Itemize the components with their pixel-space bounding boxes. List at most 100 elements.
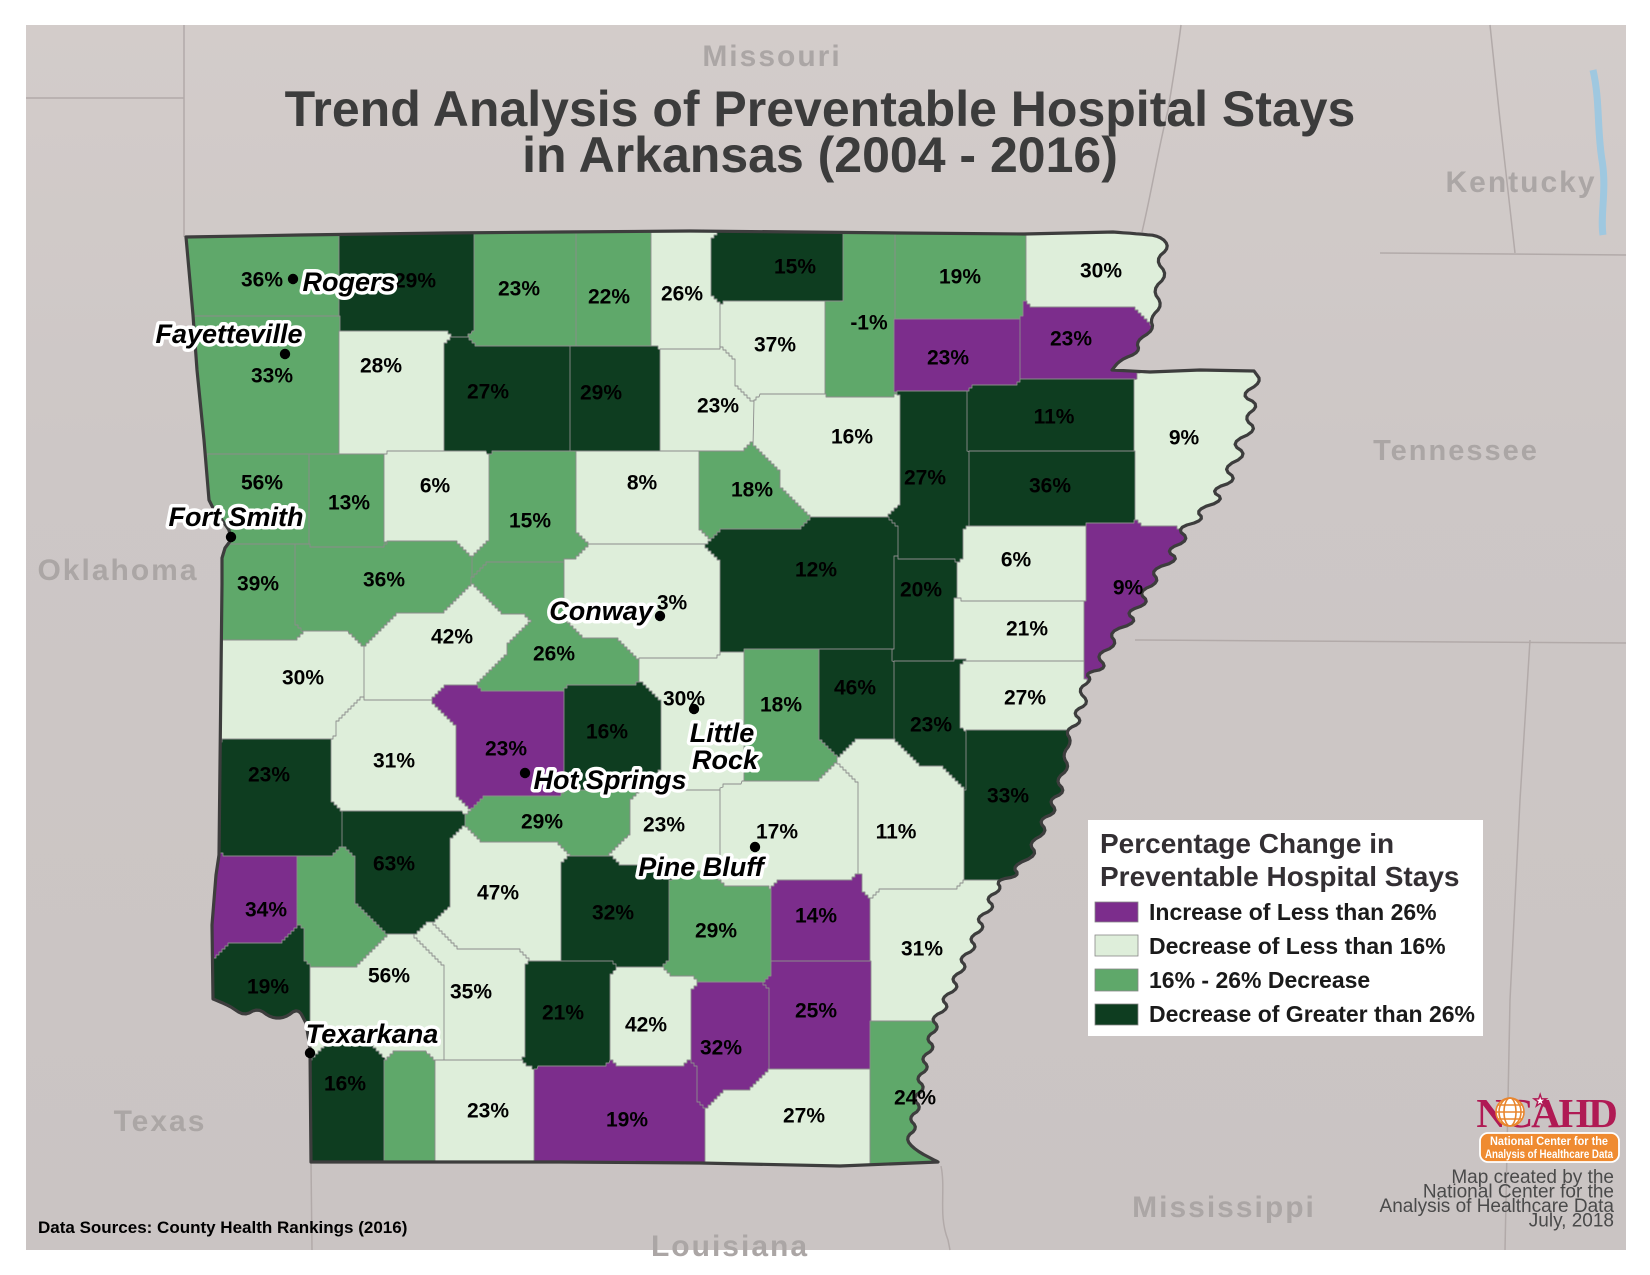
svg-text:63%: 63% <box>373 853 415 876</box>
svg-text:Increase of Less than 26%: Increase of Less than 26% <box>1149 899 1437 925</box>
svg-text:23%: 23% <box>467 1100 509 1123</box>
svg-text:23%: 23% <box>248 764 290 787</box>
svg-text:Percentage Change in: Percentage Change in <box>1100 828 1394 859</box>
svg-text:3%: 3% <box>657 592 688 615</box>
svg-text:32%: 32% <box>700 1037 742 1060</box>
svg-text:30%: 30% <box>282 667 324 690</box>
svg-text:46%: 46% <box>834 677 876 700</box>
svg-text:35%: 35% <box>450 981 492 1004</box>
svg-text:★: ★ <box>1533 1093 1548 1110</box>
svg-text:9%: 9% <box>1169 427 1200 450</box>
svg-text:29%: 29% <box>394 270 436 293</box>
svg-text:14%: 14% <box>795 905 837 928</box>
svg-text:56%: 56% <box>241 472 283 495</box>
svg-text:Decrease of Less than 16%: Decrease of Less than 16% <box>1149 933 1446 959</box>
svg-text:42%: 42% <box>431 626 473 649</box>
svg-text:13%: 13% <box>328 492 370 515</box>
svg-text:20%: 20% <box>900 579 942 602</box>
svg-text:36%: 36% <box>1029 475 1071 498</box>
svg-text:29%: 29% <box>695 920 737 943</box>
svg-text:Rogers: Rogers <box>302 267 395 297</box>
svg-text:Rock: Rock <box>692 745 760 775</box>
svg-text:27%: 27% <box>1004 687 1046 710</box>
svg-text:-1%: -1% <box>850 312 888 335</box>
svg-text:Louisiana: Louisiana <box>651 1230 809 1263</box>
svg-text:26%: 26% <box>533 643 575 666</box>
svg-text:National Center for the: National Center for the <box>1490 1136 1608 1148</box>
svg-text:Texarkana: Texarkana <box>306 1019 439 1049</box>
svg-text:39%: 39% <box>237 573 279 596</box>
svg-text:16%: 16% <box>324 1073 366 1096</box>
svg-text:Preventable Hospital Stays: Preventable Hospital Stays <box>1100 861 1459 892</box>
svg-text:30%: 30% <box>1080 260 1122 283</box>
svg-text:26%: 26% <box>661 283 703 306</box>
svg-text:Hot Springs: Hot Springs <box>534 765 687 795</box>
svg-text:9%: 9% <box>1113 577 1144 600</box>
svg-text:19%: 19% <box>606 1109 648 1132</box>
svg-text:23%: 23% <box>643 814 685 837</box>
svg-text:Mississippi: Mississippi <box>1132 1191 1316 1224</box>
svg-text:23%: 23% <box>910 714 952 737</box>
svg-text:8%: 8% <box>627 472 658 495</box>
svg-text:Little: Little <box>690 718 755 748</box>
svg-text:28%: 28% <box>360 355 402 378</box>
svg-text:23%: 23% <box>927 347 969 370</box>
svg-text:16%: 16% <box>831 426 873 449</box>
svg-text:Fayetteville: Fayetteville <box>155 319 302 349</box>
svg-text:Fort Smith: Fort Smith <box>169 502 304 532</box>
svg-text:11%: 11% <box>876 821 917 844</box>
svg-text:34%: 34% <box>245 899 287 922</box>
svg-text:23%: 23% <box>498 278 540 301</box>
svg-text:Conway: Conway <box>549 596 655 626</box>
svg-text:in Arkansas (2004 - 2016): in Arkansas (2004 - 2016) <box>522 127 1118 183</box>
svg-text:42%: 42% <box>625 1014 667 1037</box>
svg-text:37%: 37% <box>754 334 796 357</box>
svg-text:15%: 15% <box>774 256 816 279</box>
svg-text:18%: 18% <box>731 479 773 502</box>
svg-text:16%: 16% <box>586 721 628 744</box>
svg-text:Trend Analysis of Preventable: Trend Analysis of Preventable Hospital S… <box>285 81 1356 137</box>
svg-text:31%: 31% <box>901 938 943 961</box>
svg-text:23%: 23% <box>697 395 739 418</box>
svg-text:27%: 27% <box>904 467 946 490</box>
svg-text:32%: 32% <box>592 902 634 925</box>
svg-text:Texas: Texas <box>114 1105 207 1138</box>
svg-text:Missouri: Missouri <box>702 40 841 73</box>
svg-text:23%: 23% <box>485 738 527 761</box>
svg-text:15%: 15% <box>509 510 551 533</box>
svg-text:19%: 19% <box>939 266 981 289</box>
svg-text:30%: 30% <box>663 688 705 711</box>
svg-text:24%: 24% <box>894 1087 936 1110</box>
svg-text:33%: 33% <box>251 365 293 388</box>
svg-text:27%: 27% <box>467 381 509 404</box>
svg-text:11%: 11% <box>1034 406 1075 429</box>
svg-text:July, 2018: July, 2018 <box>1529 1211 1614 1232</box>
svg-text:Analysis of Healthcare Data: Analysis of Healthcare Data <box>1485 1149 1614 1161</box>
svg-text:Kentucky: Kentucky <box>1445 166 1596 199</box>
svg-text:6%: 6% <box>1001 549 1032 572</box>
svg-text:22%: 22% <box>588 286 630 309</box>
svg-text:27%: 27% <box>783 1105 825 1128</box>
svg-text:Tennessee: Tennessee <box>1373 435 1539 467</box>
svg-text:Map created by the: Map created by the <box>1451 1167 1614 1188</box>
svg-text:29%: 29% <box>580 382 622 405</box>
svg-text:18%: 18% <box>760 694 802 717</box>
svg-text:12%: 12% <box>795 559 837 582</box>
svg-text:Analysis of Healthcare Data: Analysis of Healthcare Data <box>1380 1196 1615 1217</box>
svg-text:19%: 19% <box>247 976 289 999</box>
svg-text:36%: 36% <box>241 269 283 292</box>
svg-text:47%: 47% <box>477 882 519 905</box>
svg-text:25%: 25% <box>795 1000 837 1023</box>
svg-text:Pine Bluff: Pine Bluff <box>638 852 767 882</box>
svg-text:21%: 21% <box>1006 618 1048 641</box>
svg-text:21%: 21% <box>542 1002 584 1025</box>
svg-text:6%: 6% <box>420 475 451 498</box>
svg-text:Oklahoma: Oklahoma <box>37 554 198 587</box>
svg-text:Data Sources: County Health Ra: Data Sources: County Health Rankings (20… <box>38 1218 407 1237</box>
svg-text:Decrease of Greater than 26%: Decrease of Greater than 26% <box>1149 1001 1475 1027</box>
svg-text:29%: 29% <box>521 811 563 834</box>
svg-text:17%: 17% <box>756 821 798 844</box>
svg-text:National Center for the: National Center for the <box>1423 1182 1614 1203</box>
svg-text:33%: 33% <box>987 785 1029 808</box>
svg-text:23%: 23% <box>1050 328 1092 351</box>
